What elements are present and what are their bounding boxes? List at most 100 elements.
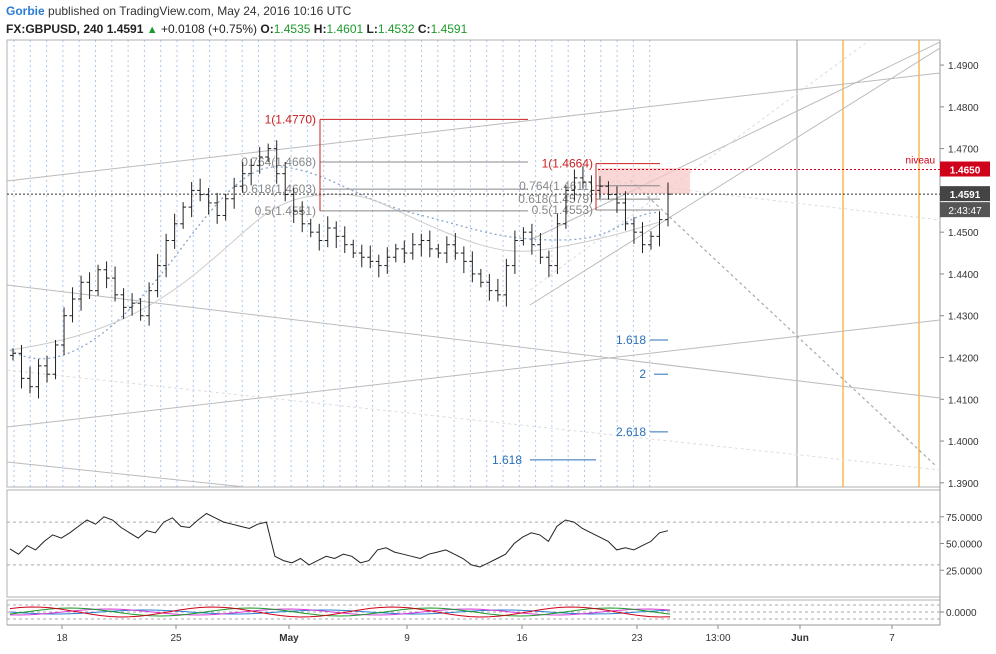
time-tick-label: 25 [170, 633, 182, 644]
ohlc-bar [214, 192, 221, 224]
fib-retracements[interactable]: 1(1.4770) 0.764(1.4668) 0.618(1.4603) 0.5(1… [241, 112, 660, 218]
ohlc-bar [460, 246, 467, 274]
ohlc-bar [205, 187, 212, 215]
ohlc-bar [588, 175, 595, 203]
fib-level-label: 0.764(1.4668) [241, 155, 316, 169]
ohlc-bar [120, 288, 127, 320]
ohlc-bar [248, 158, 255, 186]
ohlc-bar [299, 201, 306, 233]
rsi-line [9, 512, 669, 568]
ohlc-bar [554, 213, 561, 274]
ohlc-bar [418, 233, 425, 257]
fib-level-label: 0.764(1.4611) [519, 179, 593, 193]
ohlc-bar [562, 185, 569, 229]
ohlc-bar [630, 217, 637, 244]
trend-line [7, 461, 250, 487]
fib-extensions: 1.618 2 2.618 1.618 [492, 333, 668, 467]
ohlc-bar [409, 233, 416, 260]
ohlc-bar [622, 191, 629, 231]
fib-level-label: 0.5(1.4553) [532, 203, 593, 217]
niveau-price-tag [940, 161, 990, 177]
ohlc-bar [61, 307, 68, 355]
trend-line [7, 284, 940, 399]
price-tick-label: 1.4100 [948, 395, 979, 406]
ohlc-bar [86, 272, 93, 300]
ohlc-bar [163, 233, 170, 278]
price-change: +0.0108 (+0.75%) [160, 22, 258, 36]
trend-line [7, 72, 940, 182]
osc-tick-label: 0.0000 [946, 608, 977, 619]
time-tick-label: 9 [404, 633, 410, 644]
extension-label: 2 [639, 367, 646, 381]
time-tick-label: 7 [889, 633, 895, 644]
ohlc-bar [154, 253, 161, 298]
ohlc-bar [605, 181, 612, 200]
ohlc-bar [95, 264, 102, 296]
up-arrow-icon: ▲ [146, 24, 158, 36]
ohlc-bar [426, 230, 433, 258]
ohlc-bar [656, 211, 663, 247]
ohlc-bar [537, 233, 544, 264]
ohlc-bar [27, 366, 34, 394]
price-tick-label: 1.4000 [948, 437, 979, 448]
ohlc-bar [222, 193, 229, 221]
close-label: C: [417, 22, 431, 36]
ohlc-bar [265, 143, 272, 162]
trend-drawings[interactable] [7, 40, 940, 560]
ohlc-bar [511, 230, 518, 274]
ohlc-bar [239, 161, 246, 193]
ohlc-bar [44, 355, 51, 383]
ohlc-bar [384, 247, 391, 274]
ohlc-bar [545, 250, 552, 278]
time-axis[interactable]: 18 25 May 9 16 23 13:00 Jun 7 [56, 625, 895, 644]
ohlc-bar [528, 223, 535, 255]
ohlc-bar [78, 275, 85, 311]
trend-line [529, 47, 940, 306]
price-tick-label: 1.4700 [948, 145, 979, 156]
fib-level-label: 1(1.4770) [265, 112, 316, 126]
price-tick-label: 1.4500 [948, 228, 979, 239]
ohlc-bar [375, 254, 382, 278]
publisher-line: Gorbie published on TradingView.com, May… [6, 4, 351, 18]
trend-line [629, 179, 936, 466]
rsi-tick-label: 50.0000 [946, 540, 983, 551]
ohlc-bar [282, 161, 289, 202]
countdown-text: 2:43:47 [948, 206, 982, 217]
ohlc-bar [112, 266, 119, 302]
ohlc-bar [35, 359, 42, 399]
time-tick-label: 18 [56, 633, 68, 644]
ohlc-bar [52, 339, 59, 380]
fib-level-label: 0.618(1.4603) [241, 182, 316, 196]
resistance-zone [598, 168, 690, 194]
ohlc-bar [197, 178, 204, 202]
extension-label: 2.618 [616, 425, 646, 439]
ohlc-bar [146, 282, 153, 326]
extension-label: 1.618 [492, 453, 522, 467]
ohlc-bar [188, 182, 195, 218]
rsi-indicator [7, 512, 940, 568]
oscillator-indicator: 0.0000 [7, 604, 977, 620]
publisher-name[interactable]: Gorbie [6, 4, 45, 18]
ohlc-bar [137, 298, 144, 321]
ohlc-bar [494, 278, 501, 302]
osc-line [9, 606, 671, 618]
ohlc-bar [596, 176, 603, 199]
price-axis[interactable]: 1.49001.48001.47001.46001.45001.44001.43… [940, 61, 979, 490]
countdown-tag [940, 202, 990, 218]
niveau-price-text: 1.4650 [950, 166, 981, 177]
low-value: 1.4532 [377, 22, 415, 36]
ohlc-bar [333, 221, 340, 249]
close-value: 1.4591 [430, 22, 468, 36]
ohlc-bar [256, 146, 263, 174]
rsi-pane[interactable] [6, 489, 941, 598]
ohlc-bar [69, 287, 76, 323]
ohlc-bar [231, 177, 238, 209]
last-price-tag [940, 186, 990, 202]
ohlc-bar [18, 344, 25, 389]
high-label: H: [313, 22, 327, 36]
price-bars[interactable] [10, 140, 671, 399]
ohlc-bar [443, 236, 450, 264]
ohlc-bar [307, 218, 314, 238]
price-tick-label: 1.4200 [948, 353, 979, 364]
